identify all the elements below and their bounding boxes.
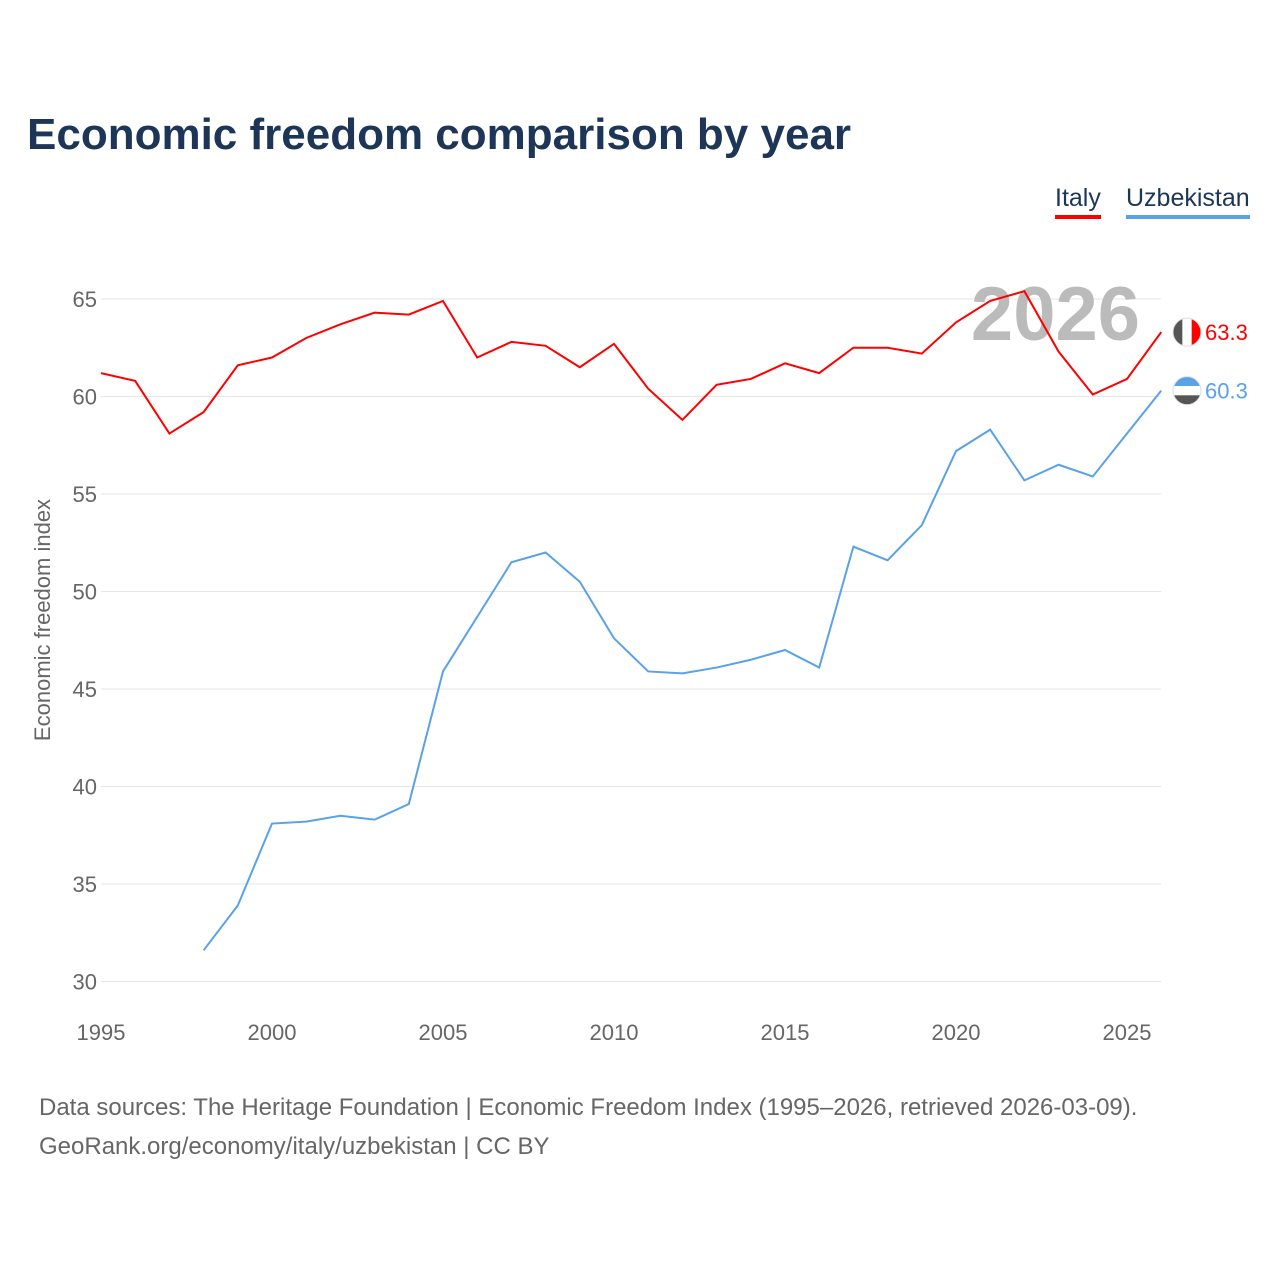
source-note: Data sources: The Heritage Foundation | … [39,1088,1137,1166]
end-value-label: 60.3 [1205,379,1248,404]
flag-stripe [1173,318,1183,347]
source-line-2[interactable]: GeoRank.org/economy/italy/uzbekistan | C… [39,1133,550,1160]
x-tick-label: 2010 [590,1020,639,1045]
flag-stripe [1191,318,1201,347]
y-tick-label: 50 [73,580,97,605]
legend-uzbekistan[interactable]: Uzbekistan [1126,184,1250,219]
legend-italy[interactable]: Italy [1055,184,1101,219]
end-value-label: 63.3 [1205,320,1248,345]
italy-flag-icon [1172,317,1202,347]
y-tick-label: 35 [73,872,97,897]
flag-stripe [1182,318,1192,347]
flag-stripe [1173,395,1201,405]
y-tick-label: 55 [73,482,97,507]
x-tick-label: 1995 [77,1020,126,1045]
y-tick-label: 30 [73,970,97,995]
series-line-italy [100,290,1163,435]
series-line-uzbekistan [202,390,1162,951]
flag-stripe [1173,376,1201,387]
source-line-1: Data sources: The Heritage Foundation | … [39,1094,1138,1121]
x-tick-label: 2025 [1103,1020,1152,1045]
x-tick-label: 2015 [761,1020,810,1045]
y-tick-label: 40 [73,775,97,800]
year-watermark: 2026 [971,272,1140,357]
flag-stripe [1173,385,1201,396]
chart-title: Economic freedom comparison by year [27,110,852,159]
x-tick-label: 2000 [248,1020,297,1045]
y-tick-label: 60 [73,385,97,410]
y-axis-label: Economic freedom index [30,499,55,741]
uzbekistan-flag-icon [1172,376,1202,406]
y-tick-label: 45 [73,677,97,702]
x-tick-label: 2020 [932,1020,981,1045]
y-tick-label: 65 [73,287,97,312]
x-tick-label: 2005 [419,1020,468,1045]
